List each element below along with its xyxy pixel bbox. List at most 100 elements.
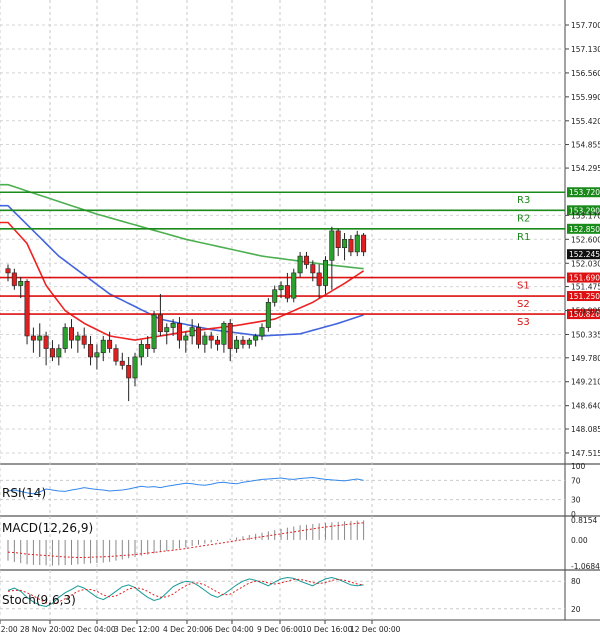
candle-body	[81, 335, 87, 345]
level-price-tag	[567, 309, 600, 320]
candle-body	[208, 335, 214, 341]
level-name-s2: S2	[517, 299, 530, 310]
rsi-tick-label: 100	[571, 462, 586, 471]
level-price-label: 151.690	[569, 274, 600, 283]
level-name-r3: R3	[517, 195, 530, 206]
macd-tick-label: 0.00	[571, 536, 588, 545]
candle	[37, 323, 43, 357]
candle	[310, 260, 316, 282]
rsi-title: RSI(14)	[2, 486, 46, 500]
candle	[303, 251, 309, 269]
candle-body	[100, 339, 106, 354]
candle-body	[151, 314, 157, 349]
candle	[62, 323, 68, 353]
moving-averages	[0, 183, 365, 341]
candle-body	[221, 323, 227, 345]
candle-body	[183, 335, 189, 341]
ma-red-line	[0, 221, 365, 341]
support-resistance-levels: R3 153.720 R2 153.290 R1 152.850 S1 151.690 S2 15…	[0, 187, 600, 328]
candle	[100, 335, 106, 362]
rsi-tick-label: 70	[571, 476, 581, 485]
candle-body	[69, 327, 75, 341]
candle	[145, 335, 151, 357]
candle	[322, 256, 328, 294]
candle	[43, 331, 49, 366]
time-tick-label: 12:00	[0, 625, 18, 634]
candle-body	[342, 239, 348, 249]
candle-body	[354, 234, 360, 253]
candle	[11, 268, 17, 290]
candle-body	[240, 339, 246, 345]
candle	[88, 335, 94, 366]
candle-body	[348, 239, 354, 253]
candle-body	[265, 302, 271, 328]
candle-body	[24, 281, 30, 337]
candle-body	[113, 348, 119, 362]
candle-body	[107, 339, 113, 349]
candle	[107, 331, 113, 353]
candle-body	[215, 339, 221, 345]
candle	[335, 228, 341, 257]
candle	[176, 317, 182, 349]
stoch-tick-label: 20	[571, 605, 581, 614]
candle-body	[310, 264, 316, 274]
candle-body	[170, 323, 176, 328]
candle-body	[278, 285, 284, 291]
candle-body	[11, 272, 17, 286]
candle	[342, 233, 348, 261]
current-price-tag	[567, 249, 600, 260]
price-tick-label: 148.640	[571, 402, 600, 411]
stoch-tick-label: 80	[571, 577, 581, 586]
price-tick-label: 155.990	[571, 93, 600, 102]
candle-body	[126, 365, 132, 379]
candle	[215, 335, 221, 351]
current-price-label: 152.245	[569, 250, 600, 259]
candle-body	[272, 289, 278, 303]
price-tick-label: 156.560	[571, 69, 600, 78]
candle	[119, 352, 125, 370]
price-tick-label: 152.030	[571, 259, 600, 268]
candle-body	[202, 335, 208, 345]
price-tick-label: 147.515	[571, 449, 600, 458]
candle-body	[227, 323, 233, 349]
candle-body	[246, 339, 252, 345]
level-price-label: 151.250	[569, 292, 600, 301]
time-tick-label: 2 Dec 04:00	[70, 625, 116, 634]
candle	[234, 335, 240, 353]
time-tick-label: 10 Dec 16:00	[302, 625, 353, 634]
rsi-tick-label: 30	[571, 496, 581, 505]
price-tick-label: 154.295	[571, 164, 600, 173]
candle-body	[253, 335, 259, 341]
price-tick-label: 150.905	[571, 307, 600, 316]
stoch-title: Stoch(9,6,3)	[2, 593, 76, 607]
candle	[94, 344, 100, 370]
candle-body	[361, 234, 367, 253]
price-tick-label: 154.855	[571, 141, 600, 150]
level-price-tag	[567, 291, 600, 302]
price-tick-label: 151.475	[571, 283, 600, 292]
candle-body	[37, 335, 43, 341]
candle-body	[335, 230, 341, 249]
candle	[126, 356, 132, 402]
candle	[157, 293, 163, 336]
level-price-tag	[567, 205, 600, 216]
time-tick-label: 6 Dec 04:00	[208, 625, 254, 634]
candle	[202, 331, 208, 353]
level-price-tag	[567, 223, 600, 234]
macd-tick-label: 0.8154	[571, 516, 597, 525]
candle-body	[75, 335, 81, 341]
price-tick-label: 150.335	[571, 330, 600, 339]
candle	[259, 323, 265, 341]
time-tick-label: 12 Dec 00:00	[350, 625, 401, 634]
candle-body	[145, 344, 151, 349]
candle	[272, 285, 278, 307]
candle	[246, 338, 252, 349]
rsi-line	[7, 476, 364, 495]
candle-body	[157, 314, 163, 333]
price-tick-label: 149.780	[571, 354, 600, 363]
candle-body	[94, 352, 100, 358]
candle-body	[259, 327, 265, 337]
candle-body	[291, 272, 297, 299]
